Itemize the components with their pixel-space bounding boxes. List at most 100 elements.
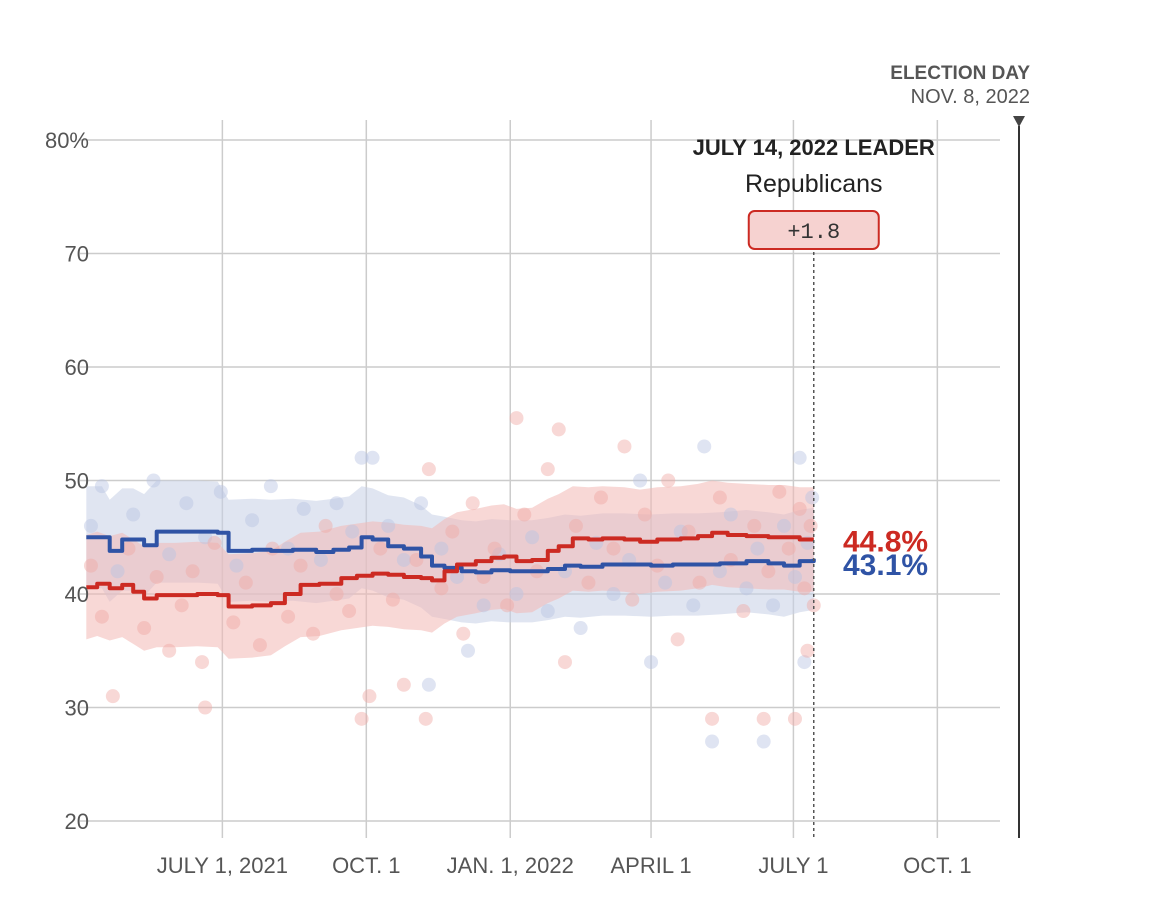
poll-dot-republican (803, 518, 818, 533)
poll-dot-republican (421, 462, 436, 477)
poll-dot-democrat (110, 564, 125, 579)
poll-dot-republican (509, 411, 524, 426)
poll-dot-democrat (450, 569, 465, 584)
poll-dot-democrat (414, 496, 429, 511)
poll-dot-republican (362, 689, 377, 704)
poll-dot-republican (747, 518, 762, 533)
poll-dot-republican (487, 541, 502, 556)
poll-dot-republican (281, 609, 296, 624)
poll-dot-republican (445, 524, 460, 539)
poll-dot-republican (670, 632, 685, 647)
poll-dot-republican (593, 490, 608, 505)
election-day-title: ELECTION DAY (890, 63, 1030, 84)
poll-dots (83, 411, 821, 749)
poll-dot-democrat (777, 518, 792, 533)
poll-dot-republican (625, 592, 640, 607)
y-tick-label: 50 (65, 469, 89, 494)
poll-dot-republican (617, 439, 632, 454)
poll-dot-republican (306, 626, 321, 641)
poll-dot-democrat (525, 530, 540, 545)
poll-dot-republican (712, 490, 727, 505)
poll-dot-republican (418, 711, 433, 726)
poll-dot-republican (551, 422, 566, 437)
poll-dot-democrat (365, 450, 380, 465)
poll-dot-democrat (792, 450, 807, 465)
poll-dot-republican (396, 677, 411, 692)
republican-average-line (86, 530, 814, 609)
poll-dot-democrat (739, 581, 754, 596)
poll-dot-republican (83, 558, 98, 573)
poll-dot-republican (198, 700, 213, 715)
y-tick-label: 60 (65, 355, 89, 380)
poll-dot-democrat (329, 496, 344, 511)
poll-dot-democrat (162, 547, 177, 562)
poll-dot-democrat (686, 598, 701, 613)
poll-dot-republican (354, 711, 369, 726)
x-axis-tick-labels: JULY 1, 2021 OCT. 1 JAN. 1, 2022 APRIL 1 JUL… (157, 853, 972, 878)
poll-dot-republican (207, 535, 222, 550)
poll-dot-democrat (712, 564, 727, 579)
x-tick-label: OCT. 1 (332, 853, 400, 878)
poll-dot-republican (736, 604, 751, 619)
poll-dot-republican (772, 484, 787, 499)
poll-dot-democrat (345, 524, 360, 539)
democrat-end-label: 43.1% (843, 549, 928, 582)
poll-dot-republican (465, 496, 480, 511)
poll-dot-republican (557, 655, 572, 670)
poll-dot-democrat (766, 598, 781, 613)
x-tick-label: OCT. 1 (903, 853, 971, 878)
poll-dot-republican (692, 575, 707, 590)
poll-dot-republican (226, 615, 241, 630)
margin-value: +1.8 (787, 220, 840, 245)
poll-dot-democrat (83, 518, 98, 533)
y-tick-label: 20 (65, 809, 89, 834)
poll-dot-democrat (787, 569, 802, 584)
poll-dot-republican (185, 564, 200, 579)
poll-dot-republican (293, 558, 308, 573)
poll-dot-republican (149, 569, 164, 584)
poll-dot-democrat (434, 541, 449, 556)
poll-dot-democrat (313, 552, 328, 567)
poll-dot-democrat (606, 587, 621, 601)
poll-dot-democrat (421, 677, 436, 692)
poll-dot-democrat (697, 439, 712, 454)
leader-title: JULY 14, 2022 LEADER (693, 135, 935, 160)
poll-dot-republican (456, 626, 471, 641)
average-lines (86, 529, 816, 609)
poll-dot-republican (761, 564, 776, 579)
y-tick-label: 70 (65, 242, 89, 267)
poll-dot-republican (806, 598, 821, 613)
poll-dot-democrat (573, 621, 588, 636)
poll-dot-democrat (94, 479, 109, 494)
poll-dot-democrat (296, 501, 311, 516)
poll-dot-republican (637, 507, 652, 522)
x-tick-label: JAN. 1, 2022 (447, 853, 574, 878)
y-axis-tick-labels: 80% 70 60 50 40 30 20 (45, 128, 89, 834)
poll-dot-republican (581, 575, 596, 590)
poll-dot-republican (540, 462, 555, 477)
poll-dot-republican (756, 711, 771, 726)
x-tick-label: JULY 1 (758, 853, 828, 878)
poll-dot-democrat (805, 490, 820, 505)
poll-dot-democrat (476, 598, 491, 613)
poll-dot-republican (661, 473, 676, 488)
poll-dot-republican (238, 575, 253, 590)
poll-dot-democrat (245, 513, 260, 528)
election-day-date: NOV. 8, 2022 (911, 86, 1030, 108)
margin-badge (747, 210, 880, 250)
poll-dot-republican (174, 598, 189, 613)
poll-dot-democrat (354, 450, 369, 465)
poll-dot-democrat (723, 507, 738, 522)
poll-dot-republican (787, 711, 802, 726)
leader-party: Republicans (745, 170, 883, 198)
poll-dot-republican (121, 541, 136, 556)
poll-dot-republican (434, 581, 449, 596)
poll-dot-democrat (756, 734, 771, 749)
x-tick-label: APRIL 1 (610, 853, 691, 878)
poll-dot-republican (385, 592, 400, 607)
poll-dot-democrat (658, 575, 673, 590)
poll-dot-republican (800, 643, 815, 658)
poll-dot-republican (252, 638, 267, 653)
democrat-average-line (86, 529, 816, 575)
